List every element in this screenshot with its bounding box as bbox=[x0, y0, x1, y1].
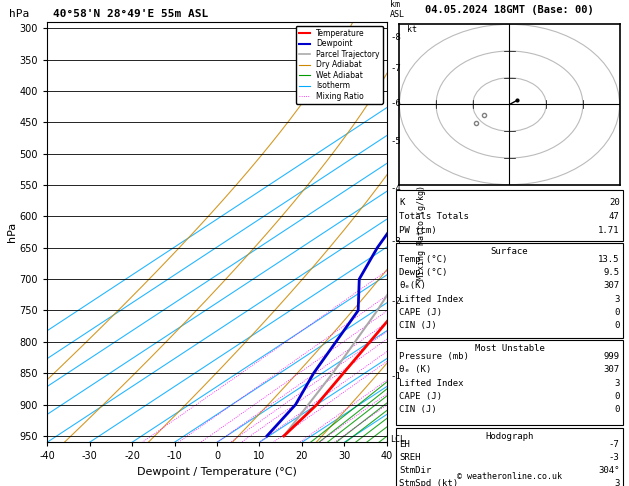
Text: -8: -8 bbox=[390, 33, 401, 42]
Text: θₑ(K): θₑ(K) bbox=[399, 281, 426, 291]
Text: Totals Totals: Totals Totals bbox=[399, 212, 469, 221]
Text: -6: -6 bbox=[390, 99, 401, 108]
Text: CAPE (J): CAPE (J) bbox=[399, 308, 442, 317]
Text: CAPE (J): CAPE (J) bbox=[399, 392, 442, 401]
Text: km
ASL: km ASL bbox=[390, 0, 405, 19]
Text: 13.5: 13.5 bbox=[598, 255, 620, 264]
Text: Lifted Index: Lifted Index bbox=[399, 295, 464, 304]
Text: -1: -1 bbox=[390, 372, 401, 381]
Text: 3: 3 bbox=[614, 295, 620, 304]
Text: hPa: hPa bbox=[9, 9, 30, 19]
Text: Most Unstable: Most Unstable bbox=[474, 344, 545, 353]
Text: 0: 0 bbox=[614, 321, 620, 330]
Text: 0: 0 bbox=[614, 308, 620, 317]
Text: EH: EH bbox=[399, 440, 410, 449]
Text: 20: 20 bbox=[609, 198, 620, 208]
Text: Pressure (mb): Pressure (mb) bbox=[399, 352, 469, 362]
Text: K: K bbox=[399, 198, 405, 208]
Text: 3: 3 bbox=[614, 479, 620, 486]
Text: CIN (J): CIN (J) bbox=[399, 321, 437, 330]
Text: StmSpd (kt): StmSpd (kt) bbox=[399, 479, 459, 486]
Text: 40°58'N 28°49'E 55m ASL: 40°58'N 28°49'E 55m ASL bbox=[53, 9, 209, 19]
Text: -2: -2 bbox=[390, 296, 401, 306]
Text: kt: kt bbox=[407, 25, 417, 35]
Text: Mixing Ratio (g/kg): Mixing Ratio (g/kg) bbox=[417, 185, 426, 279]
Text: Hodograph: Hodograph bbox=[486, 432, 533, 441]
Text: 0: 0 bbox=[614, 405, 620, 414]
Text: PW (cm): PW (cm) bbox=[399, 226, 437, 235]
Text: LCL: LCL bbox=[390, 434, 405, 444]
Text: CIN (J): CIN (J) bbox=[399, 405, 437, 414]
Text: Lifted Index: Lifted Index bbox=[399, 379, 464, 388]
Text: 1.71: 1.71 bbox=[598, 226, 620, 235]
Text: StmDir: StmDir bbox=[399, 466, 431, 475]
Text: 304°: 304° bbox=[598, 466, 620, 475]
Text: 999: 999 bbox=[603, 352, 620, 362]
Text: -3: -3 bbox=[609, 453, 620, 462]
Text: 307: 307 bbox=[603, 281, 620, 291]
Text: 3: 3 bbox=[614, 379, 620, 388]
Text: 9.5: 9.5 bbox=[603, 268, 620, 278]
Text: Dewp (°C): Dewp (°C) bbox=[399, 268, 448, 278]
Text: -5: -5 bbox=[390, 137, 401, 146]
Text: -4: -4 bbox=[390, 184, 401, 192]
Text: 47: 47 bbox=[609, 212, 620, 221]
X-axis label: Dewpoint / Temperature (°C): Dewpoint / Temperature (°C) bbox=[137, 467, 297, 477]
Text: -7: -7 bbox=[609, 440, 620, 449]
Text: -3: -3 bbox=[390, 237, 401, 246]
Text: © weatheronline.co.uk: © weatheronline.co.uk bbox=[457, 472, 562, 481]
Text: 307: 307 bbox=[603, 365, 620, 375]
Text: 0: 0 bbox=[614, 392, 620, 401]
Legend: Temperature, Dewpoint, Parcel Trajectory, Dry Adiabat, Wet Adiabat, Isotherm, Mi: Temperature, Dewpoint, Parcel Trajectory… bbox=[296, 26, 383, 104]
Text: 04.05.2024 18GMT (Base: 00): 04.05.2024 18GMT (Base: 00) bbox=[425, 5, 594, 15]
Text: -7: -7 bbox=[390, 65, 401, 73]
Text: Surface: Surface bbox=[491, 247, 528, 256]
Y-axis label: hPa: hPa bbox=[7, 222, 17, 242]
Text: SREH: SREH bbox=[399, 453, 421, 462]
Text: Temp (°C): Temp (°C) bbox=[399, 255, 448, 264]
Text: θₑ (K): θₑ (K) bbox=[399, 365, 431, 375]
